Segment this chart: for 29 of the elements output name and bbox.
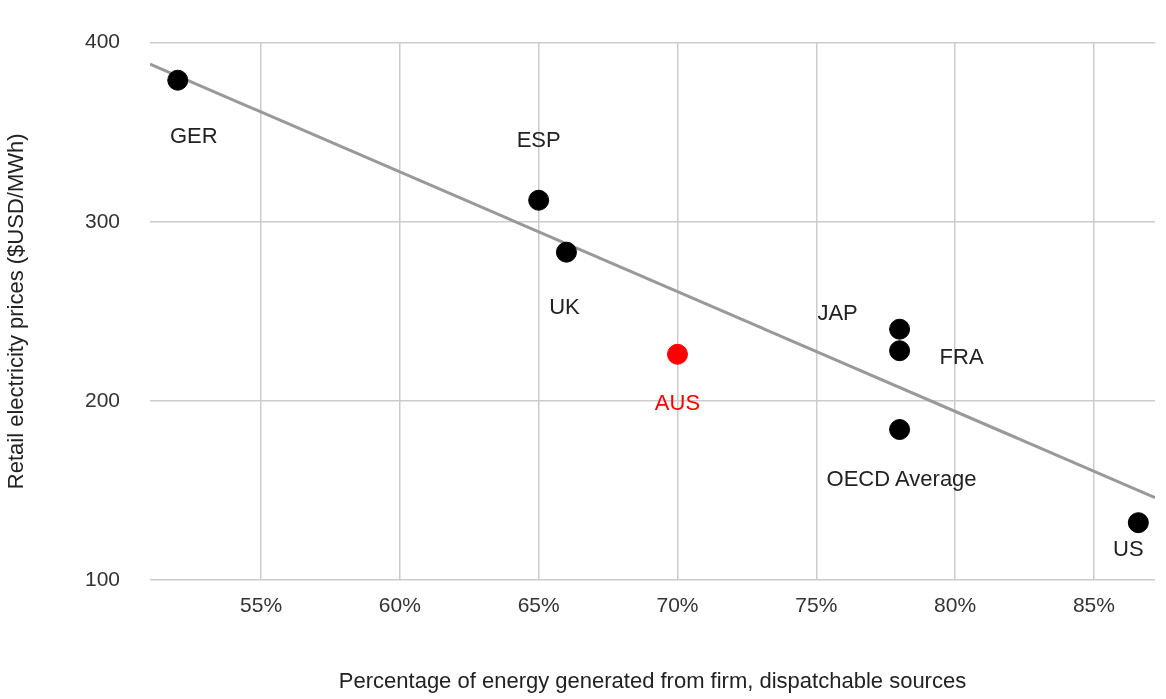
y-tick-label: 400 <box>84 29 120 53</box>
x-axis-title: Percentage of energy generated from firm, dispatchable sources <box>338 667 967 693</box>
point <box>555 241 577 263</box>
annotation: JAP <box>817 300 858 326</box>
y-tick-label: 100 <box>84 566 120 590</box>
x-tick-label: 60% <box>378 593 421 617</box>
point <box>889 419 911 441</box>
x-tick-label: 85% <box>1072 593 1115 617</box>
x-tick-label: 70% <box>656 593 699 617</box>
annotation: FRA <box>939 343 984 369</box>
point <box>528 189 550 211</box>
annotation: AUS <box>654 390 701 416</box>
x-tick-label: 65% <box>517 593 560 617</box>
annotation: ESP <box>516 127 561 153</box>
y-tick-label: 300 <box>84 208 120 232</box>
point <box>1127 512 1149 534</box>
annotation: US <box>1113 535 1144 561</box>
annotation: UK <box>549 294 581 320</box>
x-tick-label: 55% <box>240 593 283 617</box>
point <box>666 343 688 365</box>
annotation: OECD Average <box>826 465 977 491</box>
x-tick-label: 80% <box>934 593 977 617</box>
point <box>889 340 911 362</box>
y-tick-label: 200 <box>84 387 120 411</box>
y-axis-title: Retail electricity prices ($USD/MWh) <box>3 133 29 490</box>
point <box>167 69 189 91</box>
point <box>889 318 911 340</box>
x-tick-label: 75% <box>795 593 838 617</box>
annotation: GER <box>169 123 218 149</box>
